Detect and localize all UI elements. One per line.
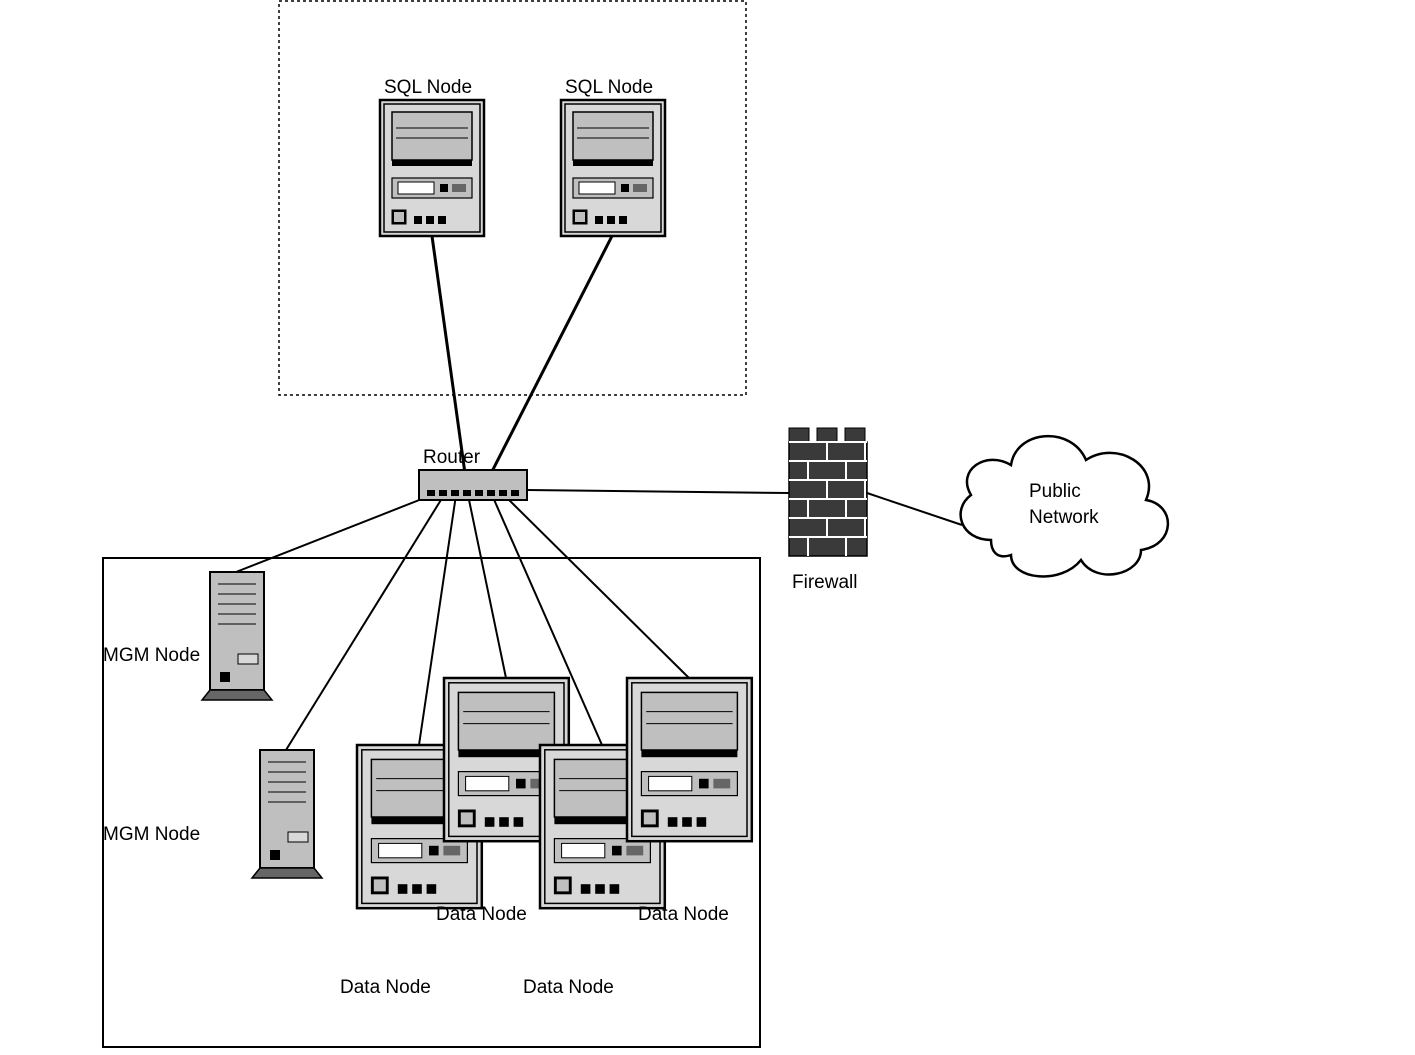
mgm2-label: MGM Node bbox=[103, 824, 200, 845]
cloud-label2: Network bbox=[1029, 507, 1099, 528]
sql2-icon bbox=[561, 100, 665, 236]
mgm1-icon bbox=[202, 572, 272, 700]
network-diagram: SQL Node SQL Node Router Firewall Public Netw… bbox=[0, 0, 1415, 1055]
data3-label: Data Node bbox=[523, 977, 614, 998]
fw-label: Firewall bbox=[792, 572, 857, 593]
fw-icon bbox=[789, 428, 867, 556]
router-label: Router bbox=[423, 447, 481, 468]
sql2-label: SQL Node bbox=[565, 77, 653, 98]
data1-label: Data Node bbox=[340, 977, 431, 998]
sql1-label: SQL Node bbox=[384, 77, 472, 98]
mgm2-icon bbox=[252, 750, 322, 878]
mgm1-label: MGM Node bbox=[103, 645, 200, 666]
data4-label: Data Node bbox=[638, 904, 729, 925]
data4-icon bbox=[627, 678, 752, 841]
sql1-icon bbox=[380, 100, 484, 236]
cloud-label: Public bbox=[1029, 481, 1081, 502]
router-icon bbox=[419, 470, 527, 500]
data2-label: Data Node bbox=[436, 904, 527, 925]
